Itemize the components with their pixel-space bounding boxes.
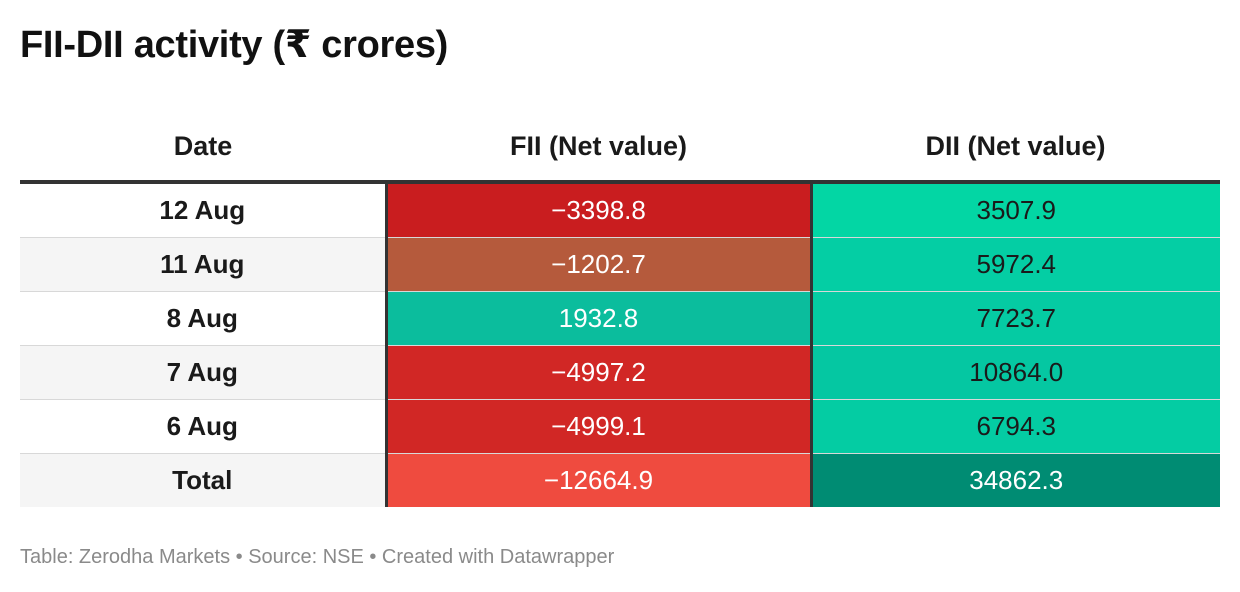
table-row: 12 Aug −3398.8 3507.9 (20, 182, 1220, 238)
table-body: 12 Aug −3398.8 3507.9 11 Aug −1202.7 5972.4 8 … (20, 182, 1220, 507)
chart-title: FII-DII activity (₹ crores) (20, 24, 449, 66)
header-date: Date (20, 112, 386, 184)
fii-value-cell: −4999.1 (386, 399, 813, 454)
dii-value-cell: 7723.7 (811, 291, 1220, 346)
table-row: 11 Aug −1202.7 5972.4 (20, 237, 1220, 292)
header-row: Date FII (Net value) DII (Net value) (20, 112, 1220, 184)
date-cell: 8 Aug (20, 291, 388, 346)
header-dii: DII (Net value) (811, 112, 1220, 184)
dii-value-cell: 5972.4 (811, 237, 1220, 292)
footer-credits: Table: Zerodha Markets • Source: NSE • C… (20, 546, 615, 568)
table-row: 6 Aug −4999.1 6794.3 (20, 399, 1220, 454)
table-row: 7 Aug −4997.2 10864.0 (20, 345, 1220, 400)
fii-value-cell: −4997.2 (386, 345, 813, 400)
dii-value-cell: 34862.3 (811, 453, 1220, 507)
fii-value-cell: 1932.8 (386, 291, 813, 346)
header-fii: FII (Net value) (386, 112, 811, 184)
fii-value-cell: −12664.9 (386, 453, 813, 507)
date-cell: Total (20, 453, 388, 507)
date-cell: 6 Aug (20, 399, 388, 454)
data-table-container: Date FII (Net value) DII (Net value) 12 … (20, 112, 1220, 507)
date-cell: 7 Aug (20, 345, 388, 400)
table-row: 8 Aug 1932.8 7723.7 (20, 291, 1220, 346)
fii-value-cell: −3398.8 (386, 182, 813, 238)
date-cell: 12 Aug (20, 182, 388, 238)
table-header: Date FII (Net value) DII (Net value) (20, 112, 1220, 184)
date-cell: 11 Aug (20, 237, 388, 292)
fii-value-cell: −1202.7 (386, 237, 813, 292)
dii-value-cell: 3507.9 (811, 182, 1220, 238)
fii-dii-table: Date FII (Net value) DII (Net value) 12 … (20, 112, 1220, 507)
total-row: Total −12664.9 34862.3 (20, 453, 1220, 507)
dii-value-cell: 6794.3 (811, 399, 1220, 454)
dii-value-cell: 10864.0 (811, 345, 1220, 400)
